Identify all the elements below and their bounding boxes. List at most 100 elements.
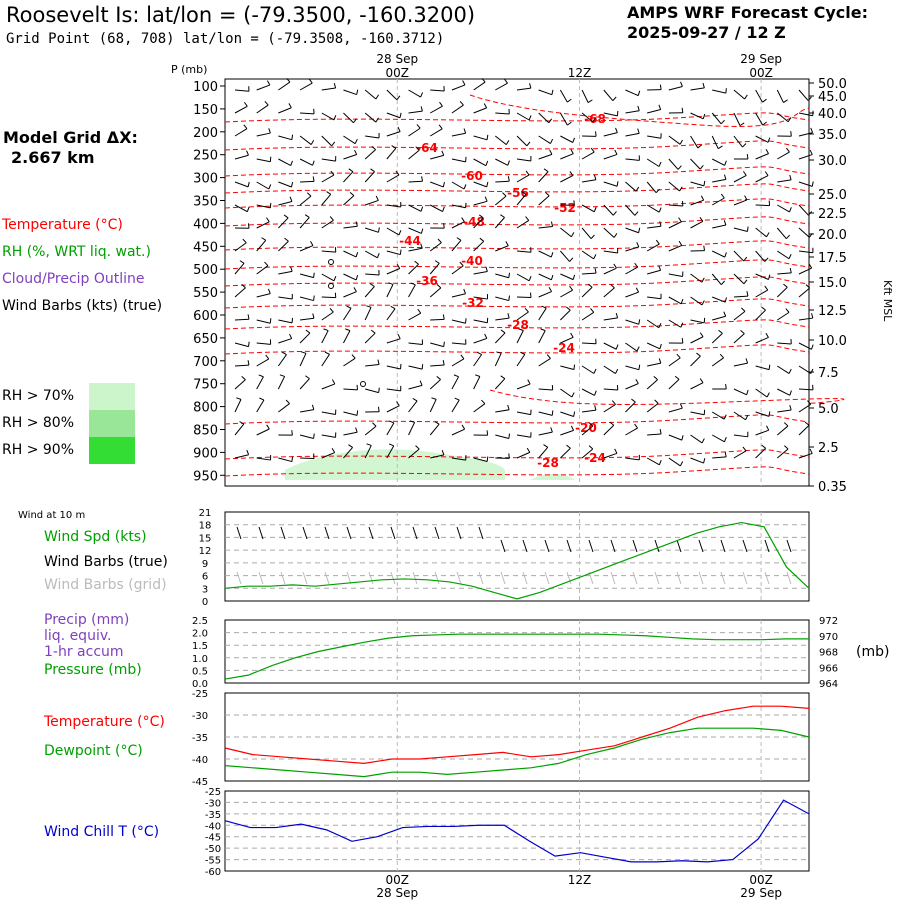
rh70-swatch (89, 383, 135, 410)
wind-barb-true (764, 539, 770, 553)
wind-barb (386, 388, 401, 392)
wind-barb (711, 357, 724, 367)
wind-barb-flag (438, 124, 443, 130)
wind-barb-flag (593, 206, 597, 212)
wind-barb (256, 293, 271, 298)
wind-barb (560, 388, 573, 398)
wind-barb (647, 269, 661, 275)
pressure-tick-label: 450 (193, 240, 218, 255)
pressure-tick-label: 600 (193, 309, 218, 324)
wind-barb-flag (590, 308, 595, 313)
wind-barb-flag (479, 237, 485, 242)
wind-barb-flag (638, 364, 641, 370)
wind-barb (668, 357, 681, 367)
wind-barb (668, 407, 683, 413)
wind-barb-flag (375, 195, 379, 201)
wind-barb-flag (742, 446, 747, 452)
wind-barb (777, 365, 790, 374)
wind-barb-flag (612, 211, 617, 216)
wind-barb-flag (810, 127, 814, 133)
wind-barb-flag (655, 188, 660, 194)
wind-barb (603, 153, 618, 160)
isotherm-label: -56 (507, 186, 529, 200)
wind-barb (560, 365, 575, 370)
wind-barb-flag (615, 344, 619, 350)
wind-barb-flag (301, 351, 307, 354)
wind-barb (386, 147, 397, 160)
wind-barb-flag (290, 266, 293, 272)
rh80-label: RH > 80% (2, 415, 75, 431)
wind-barb-flag (443, 223, 445, 229)
wind-barb (430, 342, 444, 348)
wind-barb (451, 158, 466, 163)
wind-barb-flag (434, 260, 440, 264)
wind-barb-flag (785, 234, 791, 240)
wind-barb-flag (399, 249, 402, 255)
wind-barb-flag (680, 322, 684, 328)
wind-barb (646, 181, 657, 194)
wind-barb-flag (680, 298, 684, 304)
wind-barb-flag (265, 354, 270, 360)
wind-barb (516, 296, 532, 299)
wind-barb-grid (236, 571, 242, 585)
wind-barb (278, 270, 293, 275)
wind-barb-flag (304, 214, 310, 218)
wind-barb (538, 89, 553, 96)
wind-barb-flag (431, 397, 437, 400)
wind-barb (343, 307, 352, 321)
precip-tick-label: 2.5 (192, 616, 208, 627)
wind-barb (690, 273, 703, 283)
wind-barb-flag (420, 92, 424, 98)
wind-barb (386, 204, 401, 208)
wind-barb-true (478, 526, 484, 540)
height-tick-label: 5.0 (818, 402, 839, 417)
wind-barb-flag (281, 351, 287, 356)
wind-barb (234, 181, 249, 188)
wind-barb (603, 317, 618, 321)
wind-barb-flag (268, 184, 272, 190)
wind-barb-flag (289, 333, 293, 339)
wind-barb (343, 195, 355, 206)
wind-barb (646, 204, 660, 213)
wind-barb-flag (723, 311, 727, 317)
wind-barb-flag (634, 262, 639, 268)
wind-barb (516, 411, 531, 416)
wind-barb-true (368, 526, 374, 540)
wind-barb-true (654, 539, 660, 553)
wind-barb-flag (588, 445, 594, 450)
wind-barb-grid (434, 571, 440, 585)
wind-barb-flag (573, 364, 576, 370)
windchill-tick-label: -45 (205, 833, 221, 844)
wind-barb-flag (242, 238, 247, 244)
page-title: Roosevelt Is: lat/lon = (-79.3500, -160.… (6, 3, 476, 27)
wind-barb-flag (461, 217, 465, 222)
wind-barb-grid (742, 571, 748, 585)
wind-barb (408, 204, 422, 212)
wind-barb-flag (505, 241, 509, 246)
isotherm-label: -40 (461, 254, 483, 268)
isotherm-label: -48 (463, 215, 485, 229)
wind-barb-flag (674, 375, 680, 380)
wind-barb-flag (355, 221, 358, 227)
wind-barb-flag (420, 228, 424, 234)
wind-barb-flag (508, 433, 510, 439)
wind-barb (625, 291, 639, 298)
wind-barb (495, 296, 509, 302)
pressure-tick-label: 970 (819, 632, 838, 643)
wind-barb (798, 227, 810, 238)
wind-barb (538, 273, 552, 281)
wind-barb-flag (410, 282, 416, 286)
isotherm-label: -52 (554, 201, 576, 215)
wind-barb (755, 227, 767, 238)
isotherm-line (224, 344, 810, 355)
wind-barb-flag (569, 171, 574, 176)
wind-barb-flag (456, 237, 462, 241)
wind-barb-flag (681, 338, 684, 344)
wind-barb (234, 154, 249, 160)
wind-barb (386, 405, 400, 413)
wind-barb (299, 296, 314, 302)
wind-barb-flag (592, 117, 596, 123)
top-date-label-2: 29 Sep (740, 52, 782, 66)
wind-barb (343, 431, 358, 436)
wind-barb-flag (614, 149, 618, 155)
